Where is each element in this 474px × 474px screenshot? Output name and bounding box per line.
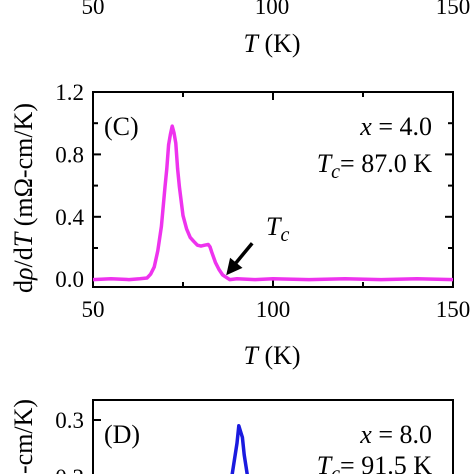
panel-d-series-line [230,424,249,474]
panel-c-label: (C) [104,112,139,141]
panel-c-xtick-label: 50 [82,297,105,322]
panel-d-x-value: x = 8.0 [359,420,432,449]
panel-c-arrow-label: Tc [266,212,289,246]
panel-c-series-line [92,124,454,282]
panel-d-ytick-label: 0.3 [55,408,84,433]
panel-c-xtick-label: 150 [436,297,471,322]
panel-d-y-axis-title: -cm/K) [9,399,38,474]
panel-c-ytick-label: 1.2 [55,80,84,105]
panel-c-tc-value: Tc= 87.0 K [317,149,433,183]
panel-d-frame [92,399,454,474]
panel-d: 0.3 0.2 (D) x = 8.0 Tc= 91.5 K -cm/K) [9,399,454,474]
panel-b-xtick-label: 50 [82,0,105,19]
panel-c-x-axis-title: T (K) [243,341,300,370]
panel-d-label: (D) [104,420,140,449]
panel-b-xtick-label: 150 [436,0,471,19]
panel-c-ytick-label: 0.4 [55,205,84,230]
panel-b-xtick-label: 100 [255,0,290,19]
panel-b: 50 100 150 T (K) [82,0,471,58]
panel-c-y-axis-title: dρ/dT (mΩ-cm/K) [9,103,38,293]
panel-b-x-axis-title: T (K) [243,29,300,58]
panel-c: 50 100 150 0.0 0.4 0.8 1.2 (C) x = 4.0 Tc= 87.… [9,80,470,370]
panel-d-ytick-label: 0.2 [55,465,84,474]
panel-c-ytick-label: 0.8 [55,142,84,167]
panel-c-ytick-label: 0.0 [55,267,84,292]
panel-c-xtick-label: 100 [256,297,291,322]
panel-c-tc-arrow [226,242,254,276]
panel-c-tick-labels: 50 100 150 0.0 0.4 0.8 1.2 [55,80,470,322]
panel-d-tc-value: Tc= 91.5 K [317,451,433,474]
panel-c-x-value: x = 4.0 [359,112,432,141]
